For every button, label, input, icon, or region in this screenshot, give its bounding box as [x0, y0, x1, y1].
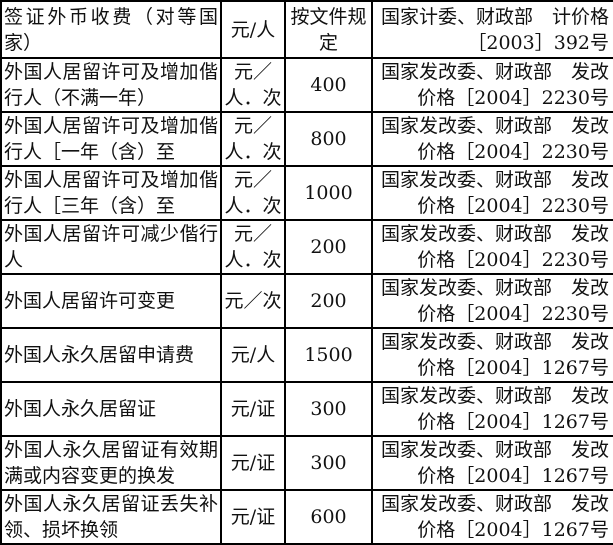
amount-text: 800	[310, 128, 347, 150]
unit-text: 元／人．次	[224, 61, 282, 109]
amount-text: 1000	[304, 182, 353, 204]
amount-text: 按文件规定	[290, 5, 367, 54]
amount-cell: 1000	[284, 165, 373, 221]
basis-cell: 国家发改委、财政部 发改价格［2004］2230号	[371, 57, 613, 113]
item-text: 外国人居留许可及增加偕行人［三年（含）至	[4, 169, 218, 217]
basis-text: 国家发改委、财政部 发改价格［2004］2230号	[380, 277, 609, 325]
amount-text: 300	[310, 398, 347, 420]
basis-cell: 国家发改委、财政部 发改价格［2004］1267号	[371, 381, 613, 437]
amount-cell: 300	[284, 381, 373, 437]
amount-text: 200	[310, 290, 347, 312]
unit-text: 元/人	[230, 18, 276, 41]
amount-cell: 按文件规定	[284, 0, 373, 59]
basis-text: 国家发改委、财政部 发改价格［2004］2230号	[380, 61, 609, 109]
basis-text: 国家发改委、财政部 发改价格［2004］2230号	[380, 223, 609, 271]
item-cell: 外国人永久居留证	[0, 381, 222, 437]
amount-text: 400	[310, 74, 347, 96]
table-row: 外国人永久居留申请费 元/人 1500 国家发改委、财政部 发改价格［2004］126…	[0, 327, 613, 383]
unit-text: 元／次	[224, 290, 282, 312]
table-row: 外国人居留许可及增加偕行人（不满一年） 元／人．次 400 国家发改委、财政部 发改价…	[0, 57, 613, 113]
amount-cell: 1500	[284, 327, 373, 383]
basis-text: 国家发改委、财政部 发改价格［2004］1267号	[380, 493, 609, 541]
basis-cell: 国家发改委、财政部 发改价格［2004］2230号	[371, 273, 613, 329]
table-row: 外国人永久居留证丢失补领、损坏换领 元/证 600 国家发改委、财政部 发改价格［20…	[0, 489, 613, 545]
item-cell: 外国人居留许可及增加偕行人（不满一年）	[0, 57, 222, 113]
unit-cell: 元／人．次	[220, 165, 286, 221]
amount-cell: 600	[284, 489, 373, 545]
table-row: 外国人居留许可及增加偕行人［三年（含）至 元／人．次 1000 国家发改委、财政部 发…	[0, 165, 613, 221]
table-row: 外国人居留许可及增加偕行人［一年（含）至 元／人．次 800 国家发改委、财政部 发改…	[0, 111, 613, 167]
unit-text: 元/人	[230, 344, 276, 366]
basis-cell: 国家发改委、财政部 发改价格［2004］1267号	[371, 327, 613, 383]
unit-cell: 元／人．次	[220, 111, 286, 167]
table-row: 外国人永久居留证有效期满或内容变更的换发 元/证 300 国家发改委、财政部 发改价格…	[0, 435, 613, 491]
amount-text: 1500	[304, 344, 353, 366]
item-text: 外国人永久居留证丢失补领、损坏换领	[4, 493, 218, 541]
unit-cell: 元／次	[220, 273, 286, 329]
item-cell: 外国人居留许可变更	[0, 273, 222, 329]
amount-text: 300	[310, 452, 347, 474]
unit-text: 元／人．次	[224, 115, 282, 163]
item-cell: 外国人居留许可及增加偕行人［一年（含）至	[0, 111, 222, 167]
basis-text: 国家发改委、财政部 发改价格［2004］1267号	[380, 385, 609, 433]
item-text: 外国人居留许可减少偕行人	[4, 223, 218, 271]
basis-cell: 国家发改委、财政部 发改价格［2004］1267号	[371, 489, 613, 545]
basis-cell: 国家发改委、财政部 发改价格［2004］2230号	[371, 219, 613, 275]
basis-cell: 国家发改委、财政部 发改价格［2004］1267号	[371, 435, 613, 491]
basis-text: 国家发改委、财政部 发改价格［2004］2230号	[380, 115, 609, 163]
amount-cell: 800	[284, 111, 373, 167]
amount-cell: 300	[284, 435, 373, 491]
basis-cell: 国家发改委、财政部 发改价格［2004］2230号	[371, 165, 613, 221]
basis-cell: 国家计委、财政部 计价格［2003］392号	[371, 0, 613, 59]
unit-cell: 元/人	[220, 0, 286, 59]
basis-text: 国家计委、财政部 计价格［2003］392号	[380, 5, 609, 54]
item-cell: 外国人永久居留证有效期满或内容变更的换发	[0, 435, 222, 491]
item-text: 外国人永久居留证有效期满或内容变更的换发	[4, 439, 218, 487]
unit-text: 元/证	[230, 506, 276, 528]
item-text: 签证外币收费（对等国家）	[4, 5, 218, 54]
unit-text: 元／人．次	[224, 223, 282, 271]
unit-text: 元/证	[230, 452, 276, 474]
unit-cell: 元/证	[220, 435, 286, 491]
item-cell: 外国人居留许可及增加偕行人［三年（含）至	[0, 165, 222, 221]
item-text: 外国人永久居留申请费	[4, 344, 195, 366]
table-row: 外国人居留许可减少偕行人 元／人．次 200 国家发改委、财政部 发改价格［2004］…	[0, 219, 613, 275]
amount-text: 600	[310, 506, 347, 528]
basis-cell: 国家发改委、财政部 发改价格［2004］2230号	[371, 111, 613, 167]
table-row: 外国人居留许可变更 元／次 200 国家发改委、财政部 发改价格［2004］2230号	[0, 273, 613, 329]
amount-text: 200	[310, 236, 347, 258]
unit-cell: 元/人	[220, 327, 286, 383]
item-cell: 外国人永久居留证丢失补领、损坏换领	[0, 489, 222, 545]
amount-cell: 400	[284, 57, 373, 113]
item-text: 外国人居留许可及增加偕行人（不满一年）	[4, 61, 218, 109]
unit-text: 元/证	[230, 398, 276, 420]
item-text: 外国人居留许可及增加偕行人［一年（含）至	[4, 115, 218, 163]
basis-text: 国家发改委、财政部 发改价格［2004］2230号	[380, 169, 609, 217]
item-cell: 外国人永久居留申请费	[0, 327, 222, 383]
amount-cell: 200	[284, 273, 373, 329]
unit-cell: 元／人．次	[220, 219, 286, 275]
table-header-row: 签证外币收费（对等国家） 元/人 按文件规定 国家计委、财政部 计价格［2003…	[0, 0, 613, 59]
item-cell: 签证外币收费（对等国家）	[0, 0, 222, 59]
item-cell: 外国人居留许可减少偕行人	[0, 219, 222, 275]
unit-cell: 元／人．次	[220, 57, 286, 113]
table-row: 外国人永久居留证 元/证 300 国家发改委、财政部 发改价格［2004］1267号	[0, 381, 613, 437]
unit-cell: 元/证	[220, 489, 286, 545]
item-text: 外国人居留许可变更	[4, 290, 176, 312]
unit-text: 元／人．次	[224, 169, 282, 217]
item-text: 外国人永久居留证	[4, 398, 157, 420]
amount-cell: 200	[284, 219, 373, 275]
unit-cell: 元/证	[220, 381, 286, 437]
basis-text: 国家发改委、财政部 发改价格［2004］1267号	[380, 439, 609, 487]
basis-text: 国家发改委、财政部 发改价格［2004］1267号	[380, 331, 609, 379]
